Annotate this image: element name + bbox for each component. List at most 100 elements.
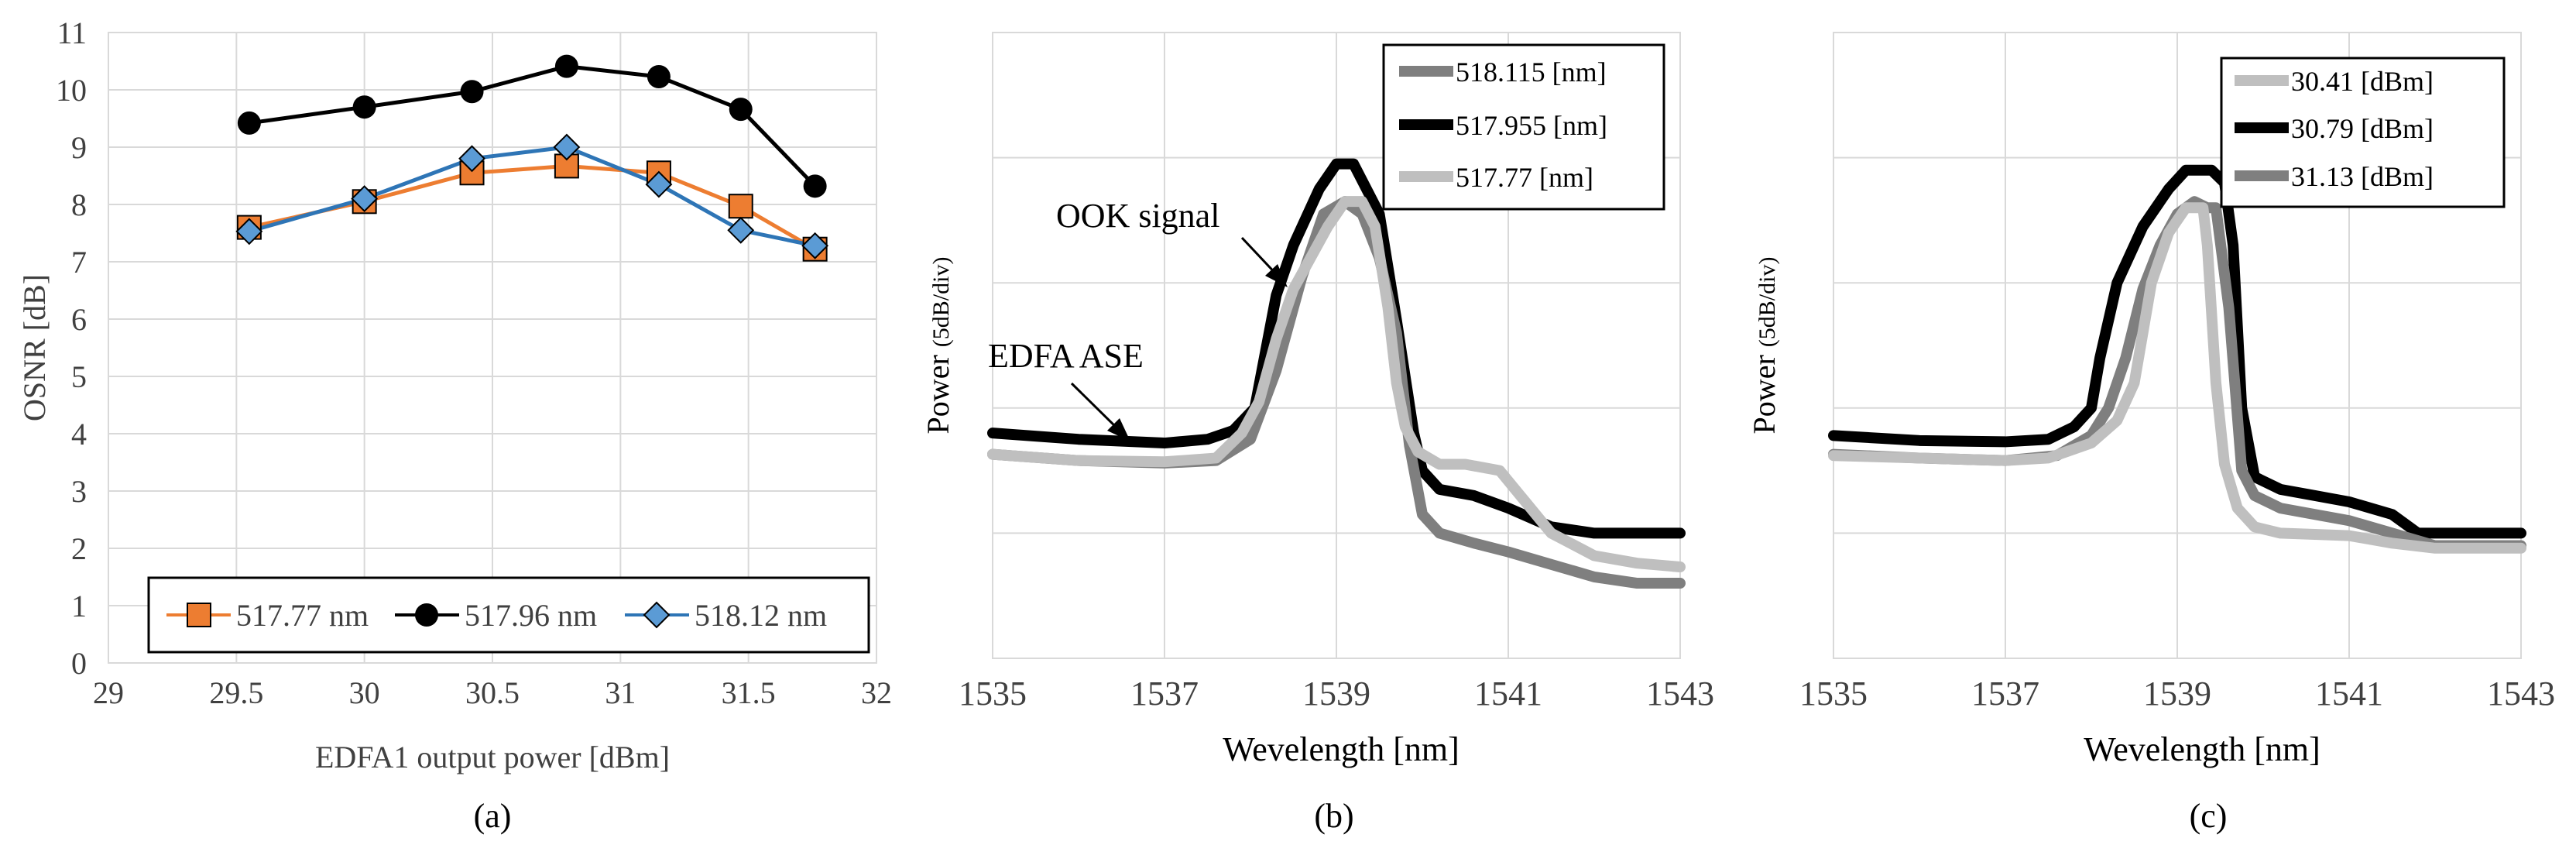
panel-a-gridlines — [108, 32, 877, 664]
panel-a-series — [235, 54, 829, 262]
panel-a-caption: (a) — [474, 797, 512, 835]
legend-label-517-955-nm: 517.955 [nm] — [1456, 110, 1607, 141]
panel-a-x-tick-labels: 29 29.5 30 30.5 31 31.5 32 — [93, 675, 892, 710]
panel-b-spectrum-chart: 1535 1537 1539 1541 1543 OOK signal EDFA ASE… — [921, 32, 1714, 835]
series-line-517-77-nm — [987, 196, 1686, 573]
panel-b-y-label-unit: (5dB/div) — [928, 257, 954, 348]
x-tick-label: 1539 — [2143, 675, 2211, 713]
x-tick-label: 29 — [93, 675, 124, 710]
panel-b-caption: (b) — [1314, 797, 1353, 835]
panel-a-legend-box — [147, 576, 870, 654]
annotation-ase-arrow — [1070, 382, 1122, 433]
annotation-ook-signal: OOK signal — [1056, 197, 1219, 235]
panel-c-y-axis-label: Power (5dB/div) — [1747, 257, 1782, 434]
x-tick-label: 29.5 — [209, 675, 263, 710]
series-line-517-955-nm — [987, 158, 1686, 539]
legend-label-518-115-nm: 518.115 [nm] — [1456, 57, 1607, 88]
panel-c-x-tick-labels: 1535 1537 1539 1541 1543 — [1799, 675, 2555, 713]
x-tick-label: 1539 — [1302, 675, 1370, 713]
legend-label-517-77-nm: 517.77 nm — [236, 598, 369, 633]
annotation-ase-arrowhead — [1107, 418, 1130, 441]
series-line-30-41-dbm — [1828, 202, 2526, 554]
data-point-diamond — [553, 133, 581, 161]
panel-c-spectrum-chart: 1535 1537 1539 1541 1543 30.41 [dBm] 30.79 [… — [1747, 32, 2555, 835]
panel-c-caption: (c) — [2190, 797, 2228, 835]
legend-marker-square — [187, 603, 211, 627]
y-tick-label: 4 — [71, 417, 87, 452]
panel-a-osnr-chart: 0 1 2 3 4 5 6 7 8 9 10 11 29 29.5 30 30.5 31 31.5 32 OSNR… — [17, 15, 892, 835]
data-point-diamond — [351, 185, 379, 213]
panel-a-y-tick-labels: 0 1 2 3 4 5 6 7 8 9 10 11 — [56, 15, 87, 681]
y-tick-label: 6 — [71, 302, 87, 337]
x-tick-label: 1537 — [1971, 675, 2039, 713]
y-tick-label: 9 — [71, 130, 87, 165]
data-point-circle — [460, 80, 484, 104]
x-tick-label: 31 — [605, 675, 636, 710]
legend-label-518-12-nm: 518.12 nm — [695, 598, 827, 633]
panel-b-annotations: OOK signal EDFA ASE — [988, 197, 1288, 441]
panel-a-legend: 517.77 nm 517.96 nm 518.12 nm — [147, 576, 870, 654]
y-tick-label: 5 — [71, 359, 87, 394]
data-point-circle — [352, 95, 376, 119]
x-tick-label: 1537 — [1130, 675, 1199, 713]
data-point-circle — [554, 54, 578, 78]
data-point-diamond — [801, 232, 829, 259]
x-tick-label: 30 — [349, 675, 380, 710]
data-point-diamond — [645, 170, 673, 198]
y-tick-label: 3 — [71, 474, 87, 509]
panel-a-plot-border — [108, 32, 877, 664]
x-tick-label: 30.5 — [465, 675, 520, 710]
panel-c-x-axis-label: Wevelength [nm] — [2084, 730, 2320, 768]
data-point-diamond — [235, 218, 263, 246]
x-tick-label: 1541 — [1474, 675, 1542, 713]
legend-label-517-96-nm: 517.96 nm — [465, 598, 597, 633]
legend-marker-circle — [415, 603, 438, 627]
annotation-ook-arrowhead — [1265, 264, 1288, 287]
panel-b-y-axis-label: Power (5dB/div) — [921, 257, 955, 434]
panel-b-series — [987, 158, 1686, 589]
data-point-circle — [729, 98, 753, 122]
y-tick-label: 7 — [71, 245, 87, 280]
x-tick-label: 1543 — [2487, 675, 2555, 713]
data-point-circle — [803, 174, 827, 198]
panel-b-x-axis-label: Wevelength [nm] — [1223, 730, 1460, 768]
panel-c-plot-border — [1833, 32, 2522, 659]
y-tick-label: 8 — [71, 187, 87, 222]
y-tick-label: 11 — [57, 15, 87, 50]
panel-a-x-axis-label: EDFA1 output power [dBm] — [315, 740, 670, 774]
panel-b-plot-border — [992, 32, 1681, 659]
x-tick-label: 1535 — [1799, 675, 1868, 713]
data-point-circle — [647, 64, 671, 88]
series-line-30-79-dbm — [1828, 164, 2526, 539]
panel-b-y-label-main: Power — [921, 347, 955, 434]
data-point-square — [728, 194, 753, 219]
x-tick-label: 1535 — [959, 675, 1027, 713]
legend-item-517-77-nm: 517.77 nm — [166, 598, 369, 633]
legend-label-517-77-nm-b: 517.77 [nm] — [1456, 162, 1593, 193]
legend-label-30-41-dbm: 30.41 [dBm] — [2291, 66, 2434, 97]
x-tick-label: 1541 — [2315, 675, 2383, 713]
data-point-diamond — [458, 145, 485, 173]
panel-c-series — [1828, 164, 2526, 554]
legend-item-518-12-nm: 518.12 nm — [625, 598, 827, 633]
legend-label-30-79-dbm: 30.79 [dBm] — [2291, 113, 2434, 144]
panel-c-y-label-unit: (5dB/div) — [1754, 257, 1780, 348]
x-tick-label: 1543 — [1646, 675, 1714, 713]
legend-marker-diamond — [643, 601, 671, 629]
data-point-diamond — [727, 216, 755, 244]
annotation-edfa-ase: EDFA ASE — [988, 337, 1144, 375]
panel-c-legend: 30.41 [dBm] 30.79 [dBm] 31.13 [dBm] — [2220, 57, 2506, 208]
x-tick-label: 31.5 — [722, 675, 776, 710]
panel-a-y-axis-label: OSNR [dB] — [17, 274, 52, 421]
y-tick-label: 10 — [56, 73, 87, 108]
panel-c-y-label-main: Power — [1747, 347, 1782, 434]
legend-label-31-13-dbm: 31.13 [dBm] — [2291, 161, 2434, 192]
y-tick-label: 1 — [71, 589, 87, 623]
panel-b-legend: 518.115 [nm] 517.955 [nm] 517.77 [nm] — [1382, 43, 1665, 211]
x-tick-label: 32 — [861, 675, 892, 710]
data-point-circle — [237, 111, 261, 135]
panel-b-x-tick-labels: 1535 1537 1539 1541 1543 — [959, 675, 1714, 713]
y-tick-label: 0 — [71, 646, 87, 681]
y-tick-label: 2 — [71, 531, 87, 566]
